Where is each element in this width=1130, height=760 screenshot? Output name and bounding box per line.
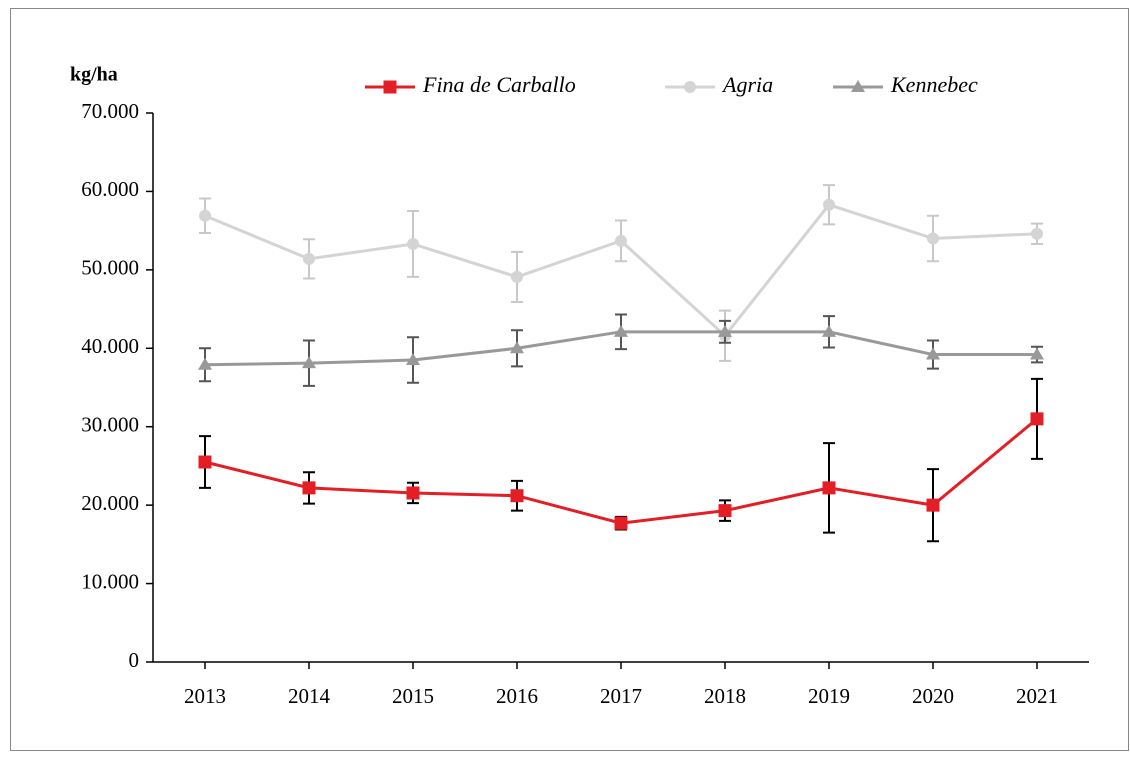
legend-label: Fina de Carballo — [422, 72, 576, 97]
x-tick-label: 2019 — [808, 684, 850, 708]
data-point — [1030, 347, 1044, 360]
data-point — [302, 481, 316, 495]
y-axis-label: kg/ha — [70, 64, 118, 86]
y-tick-label: 10.000 — [81, 569, 139, 593]
legend-marker — [851, 80, 865, 92]
data-point — [927, 232, 939, 245]
data-point — [198, 455, 212, 469]
data-point — [199, 209, 211, 222]
data-point — [1031, 227, 1043, 240]
data-point — [823, 198, 835, 211]
y-tick-label: 20.000 — [81, 491, 139, 515]
data-point — [510, 341, 524, 354]
x-tick-label: 2015 — [392, 684, 434, 708]
y-tick-label: 70.000 — [81, 99, 139, 123]
data-point — [198, 357, 212, 370]
data-point — [926, 498, 940, 512]
y-tick-label: 50.000 — [81, 256, 139, 280]
x-tick-label: 2021 — [1016, 684, 1058, 708]
legend-marker — [684, 81, 696, 93]
x-tick-label: 2020 — [912, 684, 954, 708]
data-point — [407, 237, 419, 250]
data-point — [1030, 412, 1044, 426]
x-tick-label: 2013 — [184, 684, 226, 708]
legend-label: Agria — [721, 72, 773, 97]
frame — [10, 8, 1129, 751]
x-tick-label: 2018 — [704, 684, 746, 708]
x-tick-label: 2016 — [496, 684, 538, 708]
data-point — [510, 489, 524, 503]
data-point — [302, 356, 316, 369]
data-point — [926, 347, 940, 360]
y-tick-label: 40.000 — [81, 334, 139, 358]
data-point — [511, 270, 523, 283]
y-tick-label: 0 — [129, 648, 140, 672]
data-point — [822, 481, 836, 495]
legend-marker — [383, 80, 397, 94]
legend-label: Kennebec — [890, 72, 978, 97]
data-point — [718, 504, 732, 518]
data-point — [614, 324, 628, 337]
data-point — [303, 252, 315, 265]
data-point — [822, 324, 836, 337]
x-tick-label: 2017 — [600, 684, 642, 708]
data-point — [718, 324, 732, 337]
data-point — [406, 353, 420, 366]
y-tick-label: 60.000 — [81, 177, 139, 201]
x-tick-label: 2014 — [288, 684, 331, 708]
data-point — [615, 234, 627, 247]
y-tick-label: 30.000 — [81, 413, 139, 437]
data-point — [614, 516, 628, 530]
data-point — [406, 486, 420, 500]
